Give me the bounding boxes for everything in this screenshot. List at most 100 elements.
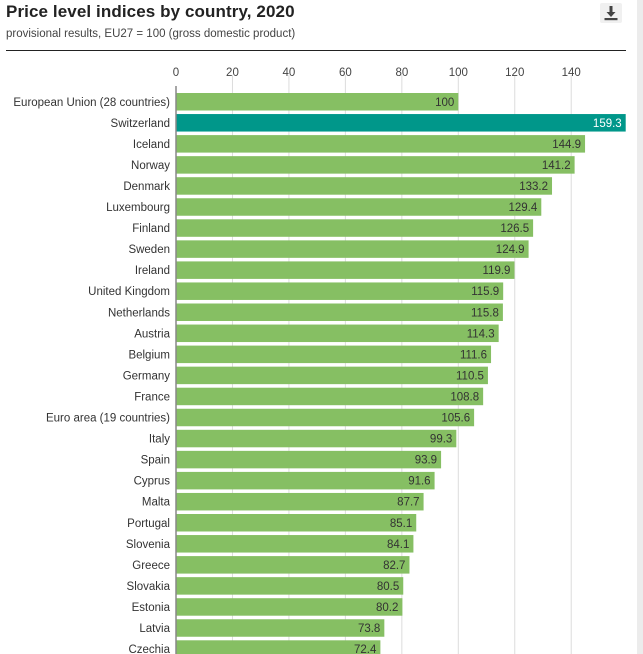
value-label: 105.6 — [441, 413, 470, 425]
bar[interactable] — [176, 156, 575, 174]
download-icon — [604, 6, 618, 21]
scrollbar-track[interactable] — [637, 0, 643, 654]
bar[interactable] — [176, 408, 475, 427]
bar[interactable] — [176, 492, 424, 511]
x-tick-label: 60 — [339, 67, 352, 79]
value-label: 115.9 — [471, 286, 499, 298]
category-label: Slovenia — [126, 539, 171, 551]
category-label: Netherlands — [108, 307, 170, 319]
bar[interactable] — [176, 429, 457, 448]
value-label: 126.5 — [500, 223, 529, 235]
bar[interactable] — [176, 93, 459, 111]
value-label: 119.9 — [483, 265, 511, 277]
category-label: Greece — [132, 560, 170, 572]
category-label: Denmark — [123, 181, 170, 193]
value-label: 100 — [435, 97, 454, 109]
category-label: Austria — [134, 328, 170, 340]
value-label: 111.6 — [460, 349, 487, 361]
category-label: Germany — [123, 370, 171, 382]
value-label: 129.4 — [509, 202, 538, 214]
value-label: 80.5 — [377, 581, 399, 593]
bar[interactable] — [176, 198, 542, 216]
value-labels: 100 159.3 144.9 141.2 133.2 129.4 126.5 124.9 11… — [354, 97, 622, 654]
bar[interactable] — [176, 598, 403, 616]
category-label: Latvia — [139, 623, 170, 635]
category-label: Malta — [142, 497, 171, 509]
category-label: Sweden — [128, 244, 170, 256]
x-tick-label: 120 — [505, 67, 524, 79]
bar[interactable] — [176, 114, 626, 132]
category-label: Iceland — [133, 139, 170, 151]
value-label: 115.8 — [471, 307, 499, 319]
category-label: Switzerland — [111, 118, 170, 130]
bar[interactable] — [176, 471, 435, 490]
category-labels: European Union (28 countries) Switzerland… — [13, 97, 170, 654]
value-label: 91.6 — [408, 476, 430, 488]
category-label: Luxembourg — [106, 202, 170, 214]
bars — [176, 93, 626, 654]
bar[interactable] — [176, 619, 385, 637]
value-label: 108.8 — [450, 391, 479, 403]
category-label: Finland — [132, 223, 170, 235]
bar[interactable] — [176, 303, 503, 322]
category-label: Slovakia — [127, 581, 171, 593]
category-label: France — [134, 391, 170, 403]
category-label: Czechia — [128, 644, 170, 654]
value-label: 114.3 — [467, 328, 495, 340]
bar[interactable] — [176, 450, 442, 469]
bar[interactable] — [176, 535, 414, 553]
header-divider — [6, 50, 626, 51]
x-tick-label: 100 — [449, 67, 468, 79]
value-label: 99.3 — [430, 434, 452, 446]
bar[interactable] — [176, 366, 488, 385]
category-label: Ireland — [135, 265, 170, 277]
x-axis-ticks: 0 20 40 60 80 100 120 140 — [173, 67, 581, 79]
value-label: 133.2 — [519, 181, 548, 193]
x-tick-label: 40 — [283, 67, 296, 79]
bar[interactable] — [176, 387, 484, 406]
bar[interactable] — [176, 135, 586, 153]
category-label: United Kingdom — [88, 286, 170, 298]
value-label: 73.8 — [358, 623, 380, 635]
chart-title: Price level indices by country, 2020 — [6, 2, 295, 21]
value-label: 80.2 — [376, 602, 398, 614]
value-label: 124.9 — [496, 244, 525, 256]
bar[interactable] — [176, 324, 499, 343]
category-label: Estonia — [132, 602, 171, 614]
bar[interactable] — [176, 219, 534, 237]
value-label: 72.4 — [354, 644, 377, 654]
bar[interactable] — [176, 261, 515, 279]
value-label: 82.7 — [383, 560, 405, 572]
chart-subtitle: provisional results, EU27 = 100 (gross d… — [6, 28, 296, 40]
bar[interactable] — [176, 514, 417, 532]
category-label: Euro area (19 countries) — [46, 413, 170, 425]
category-label: Italy — [149, 434, 170, 446]
value-label: 110.5 — [456, 370, 484, 382]
x-tick-label: 140 — [562, 67, 581, 79]
category-label: Spain — [141, 455, 170, 467]
value-label: 144.9 — [552, 139, 581, 151]
value-label: 87.7 — [397, 497, 419, 509]
bar[interactable] — [176, 345, 492, 364]
value-label: 84.1 — [387, 539, 409, 551]
category-label: Cyprus — [134, 476, 171, 488]
value-label: 85.1 — [390, 518, 412, 530]
bar[interactable] — [176, 556, 410, 574]
x-tick-label: 20 — [226, 67, 239, 79]
bar[interactable] — [176, 640, 381, 654]
value-label: 93.9 — [415, 455, 437, 467]
value-label: 159.3 — [593, 118, 622, 130]
x-tick-label: 80 — [395, 67, 408, 79]
category-label: Portugal — [127, 518, 170, 530]
download-button[interactable] — [600, 3, 622, 23]
bar[interactable] — [176, 577, 404, 595]
bar[interactable] — [176, 282, 504, 300]
category-label: Norway — [131, 160, 170, 172]
value-label: 141.2 — [542, 160, 571, 172]
bar[interactable] — [176, 177, 553, 195]
x-tick-label: 0 — [173, 67, 179, 79]
category-label: European Union (28 countries) — [13, 97, 170, 109]
bar[interactable] — [176, 240, 529, 258]
category-label: Belgium — [128, 349, 170, 361]
